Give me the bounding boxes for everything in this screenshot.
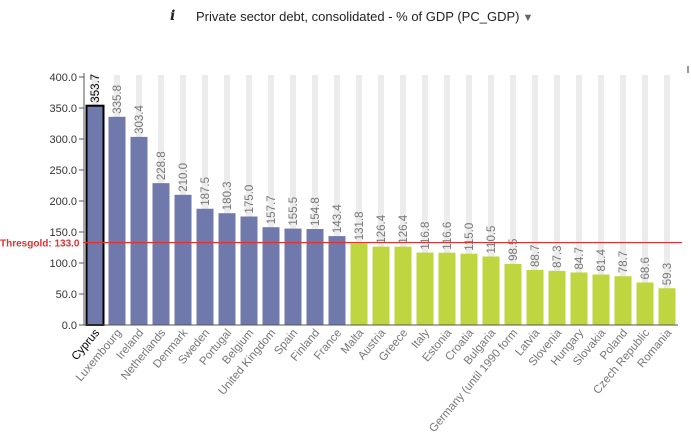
caret-down-icon[interactable]: ▼ xyxy=(522,12,534,24)
value-label: 335.8 xyxy=(112,85,124,114)
bar-latvia xyxy=(526,270,544,325)
grid-band xyxy=(202,75,208,325)
value-label: 84.7 xyxy=(574,247,586,269)
bar-hungary xyxy=(570,272,588,325)
y-tick-label: 250.0 xyxy=(49,165,77,177)
bar-denmark xyxy=(174,194,192,325)
indicator-label: Private sector debt, consolidated - % of… xyxy=(196,9,520,24)
value-label: 180.3 xyxy=(222,181,234,210)
grid-band xyxy=(422,75,428,325)
grid-band xyxy=(576,75,582,325)
value-label: 353.7 xyxy=(90,74,102,103)
value-label: 126.4 xyxy=(376,214,388,243)
grid-band xyxy=(312,75,318,325)
grid-band xyxy=(334,75,340,325)
value-label: 110.5 xyxy=(486,226,498,254)
value-label: 78.7 xyxy=(618,251,630,273)
chart-header: i Private sector debt, consolidated - % … xyxy=(0,6,691,28)
y-tick-label: 350.0 xyxy=(49,103,77,115)
bar-greece xyxy=(394,246,412,325)
y-tick-label: 0.0 xyxy=(62,320,77,332)
bar-germany-until-1990-form xyxy=(504,263,522,325)
bar-spain xyxy=(284,228,302,325)
info-icon[interactable]: i xyxy=(170,8,176,24)
bar-sweden xyxy=(196,208,214,325)
value-label: 116.6 xyxy=(442,222,454,250)
threshold-label: Thresgold: 133.0 xyxy=(0,239,80,250)
grid-band xyxy=(554,75,560,325)
value-label: 143.4 xyxy=(332,204,344,233)
grid-band xyxy=(290,75,296,325)
bar-finland xyxy=(306,229,324,325)
value-label: 228.8 xyxy=(156,151,168,180)
y-tick-label: 100.0 xyxy=(49,258,77,270)
y-tick-label: 50.0 xyxy=(56,289,77,301)
value-label: 131.8 xyxy=(354,212,366,241)
grid-band xyxy=(224,75,230,325)
grid-band xyxy=(466,75,472,325)
value-label: 88.7 xyxy=(530,245,542,267)
value-label: 87.3 xyxy=(552,245,564,267)
grid-band xyxy=(444,75,450,325)
bar-italy xyxy=(416,252,434,325)
bar-austria xyxy=(372,246,390,325)
bar-poland xyxy=(614,276,632,325)
bar-france xyxy=(328,236,346,325)
value-label: 157.7 xyxy=(266,195,278,224)
bar-croatia xyxy=(460,253,478,325)
grid-band xyxy=(378,75,384,325)
y-tick-label: 150.0 xyxy=(49,227,77,239)
grid-band xyxy=(620,75,626,325)
grid-band xyxy=(510,75,516,325)
bar-czech-republic xyxy=(636,282,654,325)
bar-portugal xyxy=(218,213,236,325)
bar-netherlands xyxy=(152,183,170,325)
bar-slovakia xyxy=(592,274,610,325)
grid-band xyxy=(598,75,604,325)
value-label: 154.8 xyxy=(310,197,322,226)
bar-romania xyxy=(658,288,676,325)
bar-cyprus xyxy=(85,104,105,327)
value-label: 210.0 xyxy=(178,163,190,192)
bar-united-kingdom xyxy=(262,227,280,325)
value-label: 98.5 xyxy=(508,239,520,261)
bar-malta xyxy=(350,243,368,325)
value-label: 126.4 xyxy=(398,214,410,243)
grid-band xyxy=(642,75,648,325)
grid-band xyxy=(356,75,362,325)
value-label: 303.4 xyxy=(134,105,146,134)
grid-band xyxy=(268,75,274,325)
grid-band xyxy=(246,75,252,325)
grid-band xyxy=(532,75,538,325)
bar-estonia xyxy=(438,252,456,325)
y-tick-label: 300.0 xyxy=(49,134,77,146)
y-tick-label: 200.0 xyxy=(49,196,77,208)
value-label: 115.0 xyxy=(464,223,476,251)
bar-bulgaria xyxy=(482,256,500,325)
grid-band xyxy=(664,75,670,325)
value-label: 175.0 xyxy=(244,185,256,214)
value-label: 116.8 xyxy=(420,222,432,250)
value-label: 68.6 xyxy=(640,257,652,279)
bar-belgium xyxy=(240,216,258,325)
value-label: 155.5 xyxy=(288,197,300,226)
bar-slovenia xyxy=(548,270,566,325)
scroll-edge-marker xyxy=(687,66,689,73)
bar-ireland xyxy=(130,136,148,325)
indicator-dropdown[interactable]: Private sector debt, consolidated - % of… xyxy=(196,9,533,24)
value-label: 81.4 xyxy=(596,249,608,272)
bar-luxembourg xyxy=(108,116,126,325)
y-tick-label: 400.0 xyxy=(49,72,77,84)
value-label: 59.3 xyxy=(662,263,674,285)
grid-band xyxy=(400,75,406,325)
value-label: 187.5 xyxy=(200,177,212,206)
grid-band xyxy=(488,75,494,325)
